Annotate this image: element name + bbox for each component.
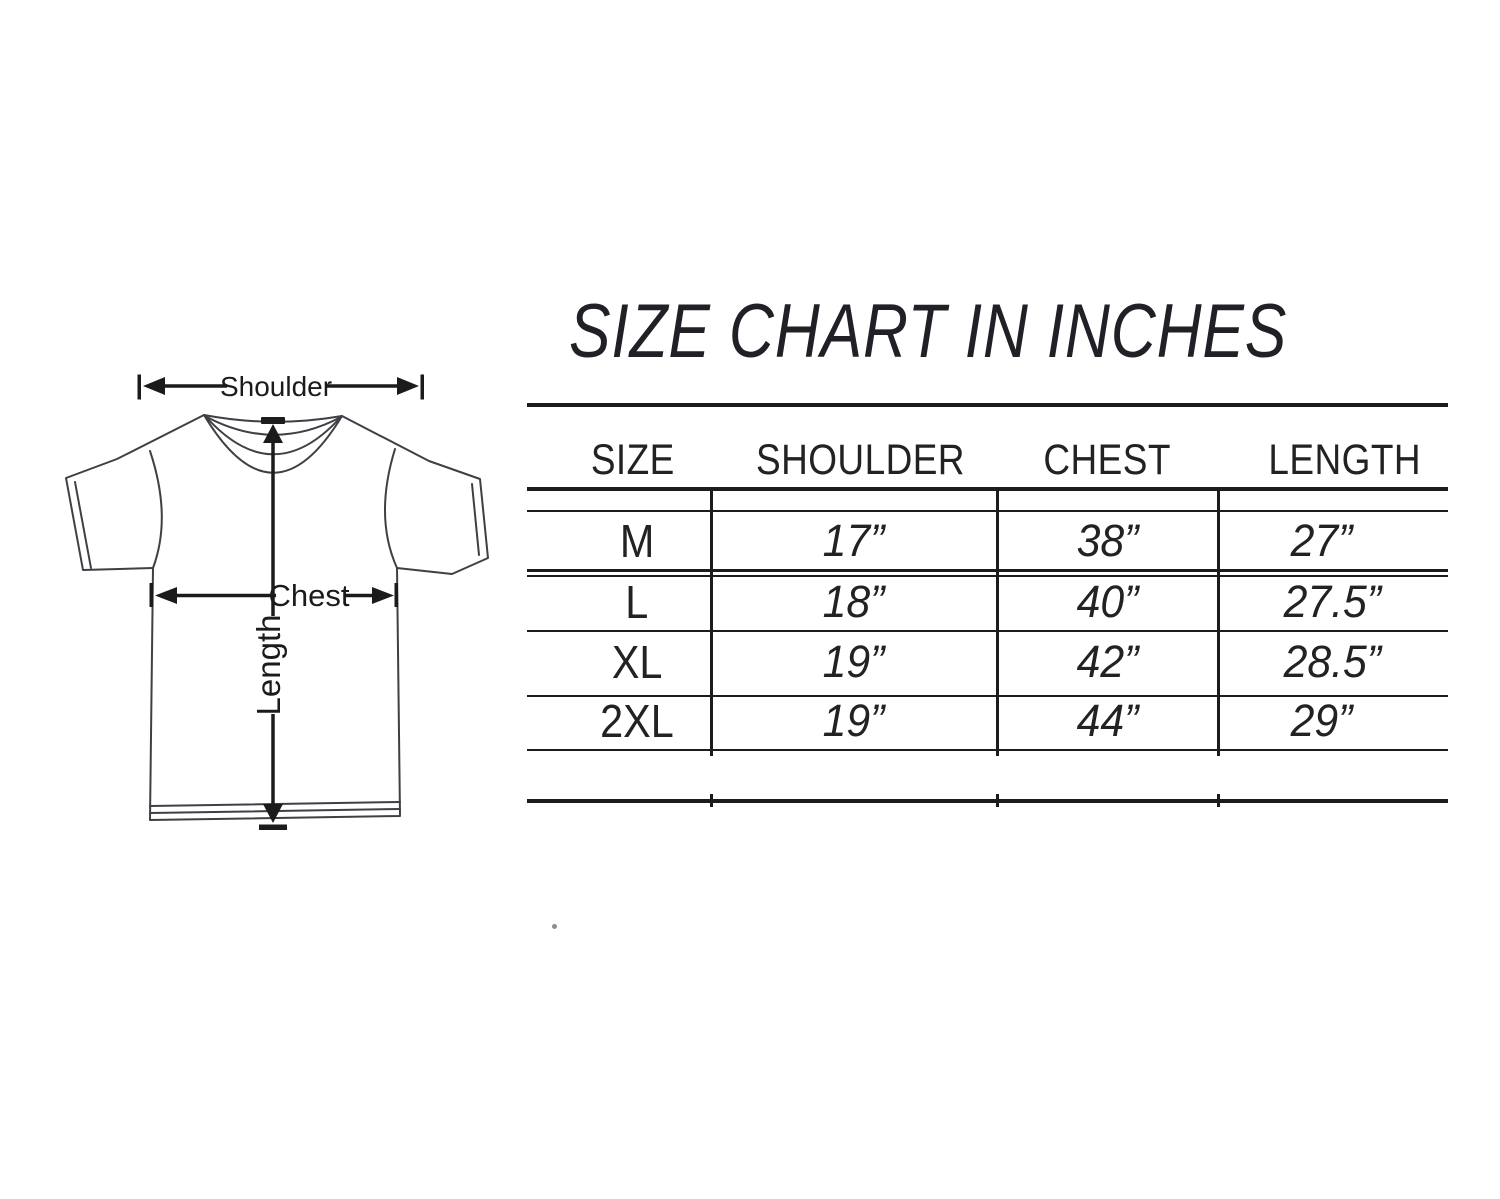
row-m-shoulder-text: 17” <box>823 515 885 566</box>
table-row-l-shoulder: 18” <box>711 574 997 630</box>
row-m-length-text: 27” <box>1290 515 1353 566</box>
table-col-divider-1 <box>709 488 713 756</box>
row-2xl-length-text: 29” <box>1290 695 1353 746</box>
table-col-divider-2 <box>995 488 999 756</box>
table-tick-2 <box>996 794 999 807</box>
row-xl-size-text: XL <box>611 636 663 688</box>
table-rule-2 <box>527 510 1448 512</box>
tshirt-neck-tab <box>261 417 285 424</box>
column-header-shoulder-text: SHOULDER <box>755 435 965 484</box>
page-title-text: SIZE CHART IN INCHES <box>569 289 1288 374</box>
column-header-length-text: LENGTH <box>1268 435 1421 484</box>
tshirt-left-sleeve <box>65 414 205 571</box>
row-l-shoulder-text: 18” <box>823 576 885 627</box>
table-row-l-length: 27.5” <box>1218 574 1447 630</box>
table-col-divider-3 <box>1216 488 1220 756</box>
column-header-size: SIZE <box>541 432 725 488</box>
table-row-xl-shoulder: 19” <box>711 634 997 690</box>
page-title: SIZE CHART IN INCHES <box>569 294 1445 370</box>
row-xl-shoulder-text: 19” <box>823 636 885 687</box>
row-2xl-chest-text: 44” <box>1076 695 1139 746</box>
table-row-xl-size: XL <box>545 634 729 690</box>
row-xl-chest-text: 42” <box>1076 636 1139 687</box>
table-row-2xl-shoulder: 19” <box>711 693 997 749</box>
row-l-size-text: L <box>625 576 649 628</box>
column-header-chest: CHEST <box>997 432 1218 488</box>
chest-arrow-left-bar <box>149 583 153 607</box>
chest-arrowhead-right <box>372 587 394 604</box>
table-rule-3a <box>527 569 1448 572</box>
column-header-length: LENGTH <box>1230 432 1459 488</box>
length-arrow <box>259 424 287 830</box>
length-label: Length <box>250 615 287 716</box>
row-2xl-size-text: 2XL <box>600 695 674 747</box>
shoulder-label: Shoulder <box>220 371 332 402</box>
row-m-chest-text: 38” <box>1076 515 1139 566</box>
chest-arrowhead-left <box>155 587 177 604</box>
table-row-m-length: 27” <box>1207 513 1436 569</box>
table-top-rule <box>527 403 1448 407</box>
table-bottom-rule <box>527 799 1448 803</box>
row-xl-length-text: 28.5” <box>1283 636 1382 687</box>
shoulder-arrowhead-right <box>397 377 419 395</box>
chest-label: Chest <box>269 578 350 613</box>
shoulder-arrow-right-bar <box>420 374 424 400</box>
row-2xl-shoulder-text: 19” <box>823 695 885 746</box>
table-row-2xl-length: 29” <box>1207 693 1436 749</box>
shoulder-arrowhead-left <box>143 377 165 395</box>
tshirt-right-armhole <box>384 448 398 569</box>
chest-arrow-right-bar <box>394 583 398 607</box>
tshirt-right-sleeve <box>341 415 489 575</box>
table-row-m-size: M <box>545 513 729 569</box>
table-row-xl-chest: 42” <box>997 634 1218 690</box>
table-rule-3b <box>527 575 1448 577</box>
column-header-shoulder: SHOULDER <box>717 432 1003 488</box>
table-tick-3 <box>1217 794 1220 807</box>
length-arrowhead-down <box>263 804 283 823</box>
length-arrowhead-up <box>263 424 283 443</box>
tshirt-left-armhole <box>149 450 163 569</box>
table-row-l-chest: 40” <box>997 574 1218 630</box>
table-row-2xl-size: 2XL <box>545 693 729 749</box>
row-l-chest-text: 40” <box>1076 576 1139 627</box>
table-row-l-size: L <box>545 574 729 630</box>
row-m-size-text: M <box>619 515 655 567</box>
shoulder-arrow <box>137 374 424 400</box>
table-header-rule <box>527 487 1448 491</box>
tshirt-left-cuff-line <box>74 481 92 569</box>
chest-arrow <box>149 583 398 607</box>
table-row-m-chest: 38” <box>997 513 1218 569</box>
tshirt-right-cuff-line <box>471 483 480 556</box>
table-rule-4 <box>527 630 1448 632</box>
table-rule-6 <box>527 749 1448 751</box>
row-l-length-text: 27.5” <box>1283 576 1382 627</box>
column-header-chest-text: CHEST <box>1043 435 1172 484</box>
table-row-m-shoulder: 17” <box>711 513 997 569</box>
table-row-2xl-chest: 44” <box>997 693 1218 749</box>
table-rule-5 <box>527 695 1448 697</box>
print-speck <box>552 924 557 929</box>
table-tick-1 <box>710 794 713 807</box>
length-arrow-bottom-bar <box>259 824 287 830</box>
shoulder-arrow-left-bar <box>137 374 141 400</box>
table-row-xl-length: 28.5” <box>1218 634 1447 690</box>
column-header-size-text: SIZE <box>591 435 675 484</box>
